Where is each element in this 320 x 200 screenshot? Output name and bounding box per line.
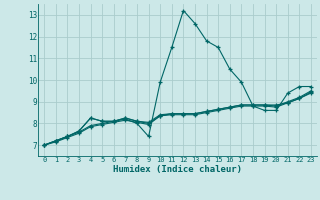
X-axis label: Humidex (Indice chaleur): Humidex (Indice chaleur) xyxy=(113,165,242,174)
